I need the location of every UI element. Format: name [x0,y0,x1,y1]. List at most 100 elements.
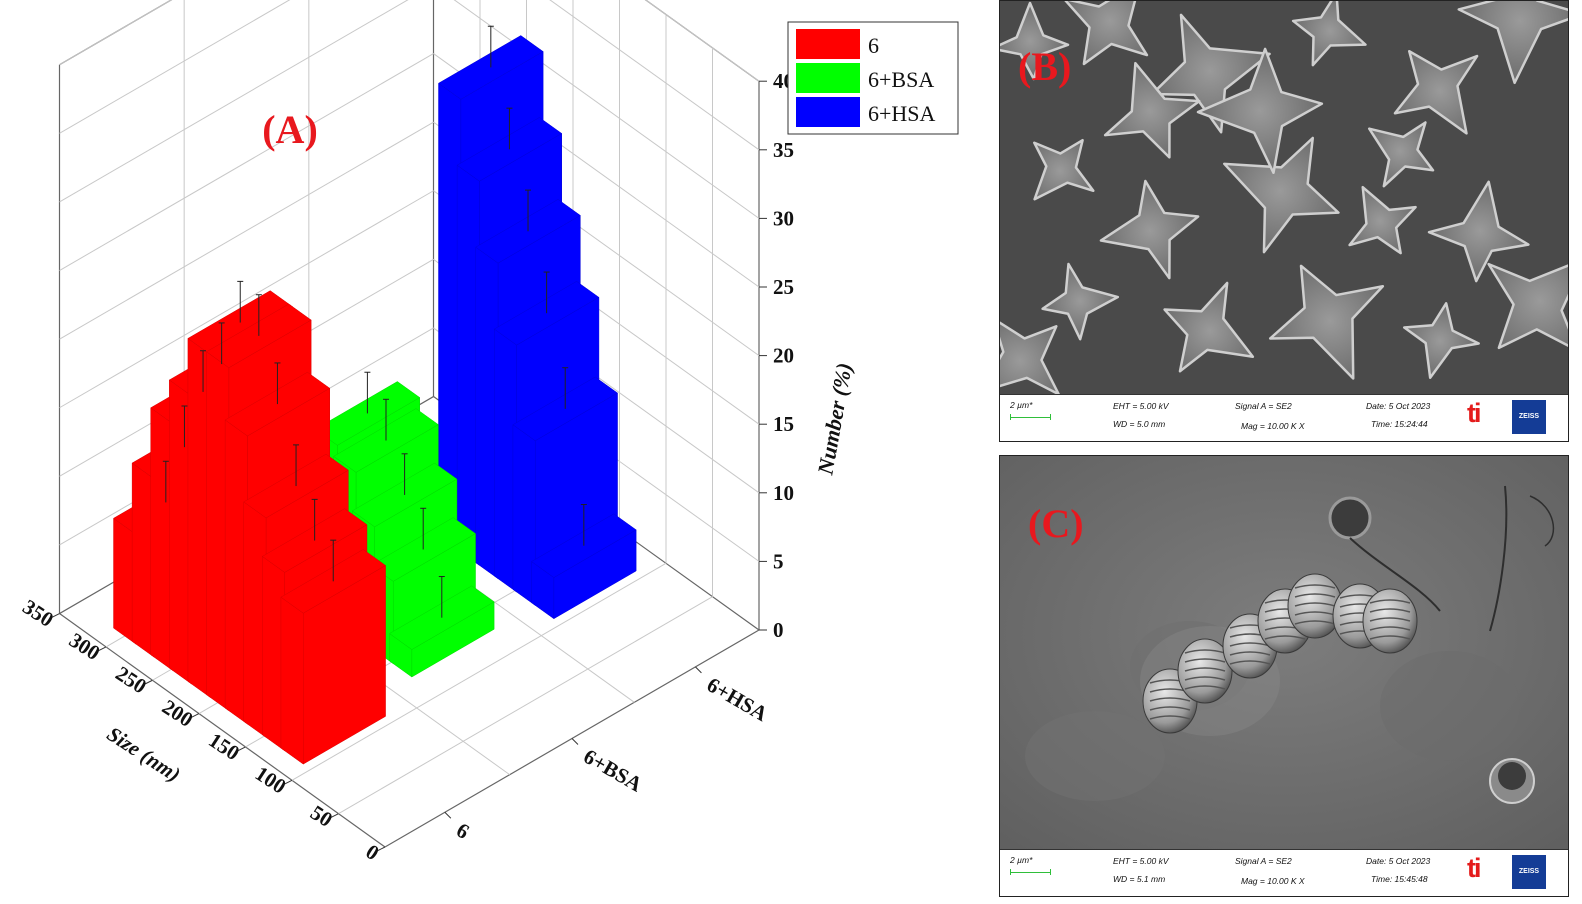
sem-sphere-ridge [1184,676,1226,681]
category-tick-label: 6 [452,818,473,844]
sem-panel-b: (B) 2 µm* EHT = 5.00 kV WD = 5.0 mm Sign… [999,0,1569,442]
sem-sphere-ridge [1294,584,1336,589]
gridline-wall [549,0,760,151]
scale-bar-right-tick-b [1050,414,1051,420]
signal-c: Signal A = SE2 [1235,856,1292,866]
sem-crystal [1000,317,1060,395]
sem-crystal [1062,1,1149,66]
sem-databar-b: 2 µm* EHT = 5.00 kV WD = 5.0 mm Signal A… [1000,394,1568,441]
y-tick-label: 20 [773,344,794,368]
panel-label-b: (B) [1018,44,1072,89]
sem-crystal [1487,257,1568,352]
time-c: Time: 15:45:48 [1371,874,1428,884]
eht-c: EHT = 5.00 kV [1113,856,1169,866]
sem-crystal [1291,1,1367,67]
y-axis-title: Number (%) [812,361,856,478]
sem-crystal [1103,61,1201,159]
x-tick-label: 0 [361,839,383,865]
sem-crystal [1223,136,1340,254]
y-tick-label: 0 [773,618,784,642]
category-tick-mark [444,811,452,819]
legend-label-6: 6 [868,33,879,58]
sem-sphere-ridge [1264,635,1306,640]
sem-image-b [1000,1,1568,395]
panel-label-a: (A) [262,107,318,152]
date-c: Date: 5 Oct 2023 [1366,856,1431,866]
x-tick-mark [51,613,60,618]
gridline-floor [291,562,667,781]
legend-label-6-hsa: 6+HSA [868,101,936,126]
bar-top [389,585,495,650]
x-tick-mark [376,846,386,852]
gridline-side [59,0,409,203]
scale-bar-b [1010,417,1050,418]
x-tick-label: 300 [65,628,104,665]
time-b: Time: 15:24:44 [1371,419,1428,429]
sem-sphere-ridge [1184,685,1226,690]
chart-legend: 6 6+BSA 6+HSA [787,21,959,135]
sem-sphere-ridge [1149,706,1191,711]
sem-sphere-ridge [1184,667,1226,672]
sem-sphere-ridge [1229,651,1271,656]
sem-image-c [1000,456,1568,850]
ti-logo-c: ti [1467,853,1481,883]
scale-bar-left-tick-b [1010,414,1011,420]
x-tick-label: 350 [18,594,57,631]
scale-bar-c [1010,872,1050,873]
gridline-side [59,0,291,134]
y-tick-label: 25 [773,275,794,299]
panel-label-c: (C) [1028,501,1084,546]
chart-error-bars [162,25,587,618]
y-tick-label: 30 [773,206,794,230]
sem-crystal [1403,302,1480,379]
x-tick-mark [97,646,107,652]
bar [280,596,304,765]
scale-label-b: 2 µm* [1010,400,1033,410]
sem-crystal [1196,47,1324,175]
sem-sphere-ridge [1294,602,1336,607]
sem-crystal [1041,262,1120,341]
category-tick-mark [571,738,579,745]
sem-panel-c: (C) 2 µm* EHT = 5.00 kV WD = 5.1 mm Sign… [999,455,1569,897]
x-tick-mark [190,713,200,719]
signal-b: Signal A = SE2 [1235,401,1292,411]
date-b: Date: 5 Oct 2023 [1366,401,1431,411]
sem-crystal [1163,281,1255,373]
legend-swatch-6-hsa [796,97,860,127]
mag-b: Mag = 10.00 K X [1241,421,1305,431]
sem-sphere-ridge [1229,660,1271,665]
sem-crystal [1393,49,1479,135]
legend-swatch-6-bsa [796,63,860,93]
scale-label-c: 2 µm* [1010,855,1033,865]
sem-sphere-ridge [1294,620,1336,625]
sem-sphere-ridge [1184,649,1226,654]
sem-databar-c: 2 µm* EHT = 5.00 kV WD = 5.1 mm Signal A… [1000,849,1568,896]
sem-sphere-ridge [1184,658,1226,663]
sem-crystal [1348,185,1417,255]
wd-b: WD = 5.0 mm [1113,419,1166,429]
legend-label-6-bsa: 6+BSA [868,67,934,92]
sem-crystal [1368,121,1435,188]
sem-sphere-ridge [1294,611,1336,616]
eht-b: EHT = 5.00 kV [1113,401,1169,411]
ti-logo-b: ti [1467,398,1481,428]
gridline-side [59,190,434,409]
wd-c: WD = 5.1 mm [1113,874,1166,884]
sem-crystal [1427,180,1530,283]
zeiss-logo-c: ZEISS [1512,855,1546,889]
sem-sphere-ridge [1369,608,1411,613]
y-tick-label: 10 [773,481,794,505]
x-tick-label: 50 [306,800,337,832]
bar-top [333,408,439,473]
axis-size [59,613,386,848]
legend-swatch-6 [796,29,860,59]
x-tick-label: 200 [158,695,197,732]
sem-sphere-ridge [1149,715,1191,720]
gridline-side [59,121,434,340]
sem-sphere-ridge [1369,599,1411,604]
scale-bar-left-tick-c [1010,869,1011,875]
category-tick-label: 6+HSA [703,672,773,726]
category-tick-mark [695,666,702,674]
x-tick-mark [330,813,339,819]
sem-sphere-ridge [1294,593,1336,598]
